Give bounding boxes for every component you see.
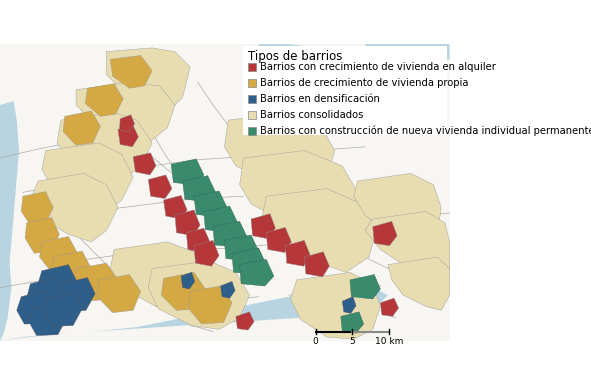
- Polygon shape: [164, 195, 187, 219]
- Bar: [248, 95, 255, 103]
- Polygon shape: [38, 265, 76, 297]
- Polygon shape: [381, 298, 398, 316]
- Text: Tipos de barrios: Tipos de barrios: [248, 50, 342, 63]
- Polygon shape: [175, 210, 200, 236]
- Polygon shape: [186, 228, 210, 252]
- Text: Barrios con construcción de nueva vivienda individual permanente: Barrios con construcción de nueva vivien…: [260, 126, 591, 136]
- Polygon shape: [236, 312, 254, 330]
- Polygon shape: [232, 248, 267, 275]
- Polygon shape: [57, 113, 152, 181]
- Polygon shape: [251, 214, 275, 239]
- Polygon shape: [42, 143, 133, 211]
- Polygon shape: [262, 189, 376, 272]
- Polygon shape: [21, 191, 53, 225]
- Polygon shape: [342, 297, 356, 314]
- Polygon shape: [365, 44, 450, 63]
- Polygon shape: [267, 227, 291, 252]
- Polygon shape: [365, 211, 450, 284]
- Polygon shape: [63, 111, 100, 145]
- Bar: [248, 79, 255, 87]
- Polygon shape: [373, 222, 397, 246]
- Text: Barrios con crecimiento de vivienda en alquiler: Barrios con crecimiento de vivienda en a…: [260, 62, 496, 72]
- Polygon shape: [225, 235, 259, 261]
- Polygon shape: [17, 291, 55, 324]
- Polygon shape: [220, 282, 235, 298]
- Polygon shape: [52, 251, 91, 287]
- Polygon shape: [25, 218, 59, 253]
- Polygon shape: [0, 44, 450, 341]
- Polygon shape: [133, 153, 156, 175]
- Polygon shape: [0, 44, 450, 341]
- Polygon shape: [57, 278, 95, 312]
- Text: Barrios de crecimiento de vivienda propia: Barrios de crecimiento de vivienda propi…: [260, 78, 469, 88]
- Polygon shape: [44, 293, 82, 326]
- Polygon shape: [259, 44, 350, 78]
- Polygon shape: [0, 101, 19, 341]
- Bar: [243, 46, 447, 135]
- Polygon shape: [388, 257, 450, 310]
- Polygon shape: [181, 272, 195, 289]
- Polygon shape: [40, 237, 77, 272]
- Bar: [248, 127, 255, 135]
- Polygon shape: [98, 275, 141, 313]
- Polygon shape: [285, 240, 310, 266]
- Polygon shape: [30, 174, 118, 242]
- Polygon shape: [341, 312, 363, 333]
- Polygon shape: [225, 113, 335, 192]
- Polygon shape: [111, 242, 213, 310]
- Text: Barrios en densificación: Barrios en densificación: [260, 94, 380, 104]
- Polygon shape: [76, 82, 175, 143]
- Polygon shape: [291, 272, 381, 339]
- Polygon shape: [29, 303, 67, 335]
- Polygon shape: [106, 48, 190, 113]
- Polygon shape: [118, 126, 138, 147]
- Text: 10 km: 10 km: [375, 337, 403, 346]
- Bar: [248, 63, 255, 71]
- Polygon shape: [239, 151, 358, 234]
- Polygon shape: [350, 275, 381, 299]
- Polygon shape: [111, 55, 152, 88]
- Polygon shape: [148, 261, 249, 329]
- Polygon shape: [354, 174, 441, 250]
- Polygon shape: [27, 278, 64, 312]
- Polygon shape: [194, 240, 219, 266]
- Polygon shape: [148, 175, 172, 199]
- Polygon shape: [194, 191, 227, 217]
- Bar: [248, 111, 255, 119]
- Text: Barrios consolidados: Barrios consolidados: [260, 110, 363, 120]
- Polygon shape: [119, 115, 135, 131]
- Polygon shape: [239, 259, 274, 286]
- Polygon shape: [189, 286, 232, 324]
- Text: 5: 5: [349, 337, 355, 346]
- Polygon shape: [0, 284, 388, 341]
- Polygon shape: [204, 206, 238, 232]
- Polygon shape: [183, 176, 215, 202]
- Polygon shape: [85, 83, 124, 116]
- Polygon shape: [161, 272, 206, 310]
- Text: 0: 0: [313, 337, 319, 346]
- Polygon shape: [74, 263, 118, 301]
- Polygon shape: [304, 252, 329, 277]
- Polygon shape: [213, 222, 247, 247]
- Polygon shape: [0, 238, 11, 341]
- Polygon shape: [171, 159, 204, 185]
